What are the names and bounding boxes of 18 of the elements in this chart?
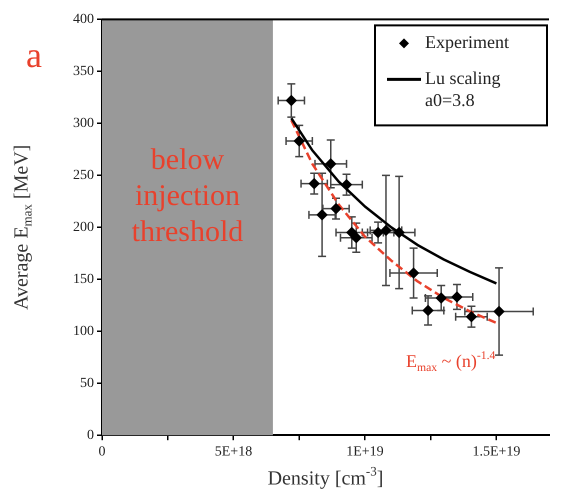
- y-axis-title: Average Emax [MeV]: [10, 144, 34, 310]
- y-tick-label: 200: [73, 220, 94, 235]
- y-tick-label: 300: [73, 116, 94, 132]
- x-tick-label: 1.5E+19: [472, 444, 520, 460]
- y-tick-label: 400: [73, 12, 94, 28]
- legend-label: Experiment: [425, 32, 509, 52]
- x-tick-label: 0: [98, 444, 106, 460]
- legend-label: Lu scaling a0=3.8: [425, 68, 500, 110]
- y-tick-label: 50: [80, 376, 94, 391]
- band-label: below injection threshold: [132, 143, 244, 248]
- y-tick-label: 250: [73, 168, 94, 183]
- x-tick-label: 5E+18: [214, 444, 252, 460]
- y-tick-label: 350: [73, 64, 94, 80]
- text: a: [26, 34, 42, 75]
- y-tick-label: 100: [73, 324, 94, 339]
- x-tick-label: 1E+19: [346, 444, 384, 460]
- y-tick-label: 0: [87, 428, 94, 443]
- y-tick-label: 150: [73, 272, 94, 287]
